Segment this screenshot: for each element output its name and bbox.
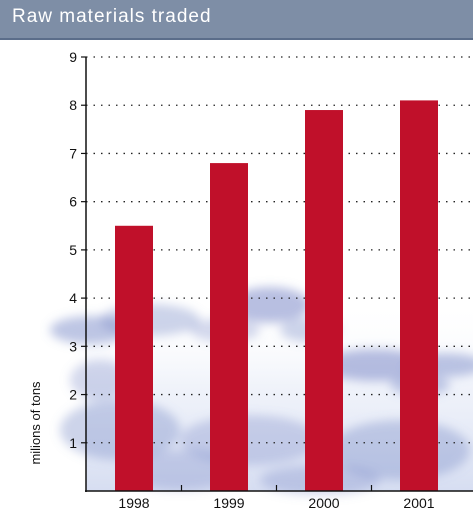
bars	[115, 100, 438, 492]
y-tick-label-2: 2	[69, 387, 77, 403]
y-tick-label-7: 7	[69, 145, 77, 161]
bar-1998	[115, 225, 153, 491]
axes	[81, 56, 473, 492]
y-tick-label-6: 6	[69, 194, 77, 210]
bar-1999	[210, 163, 248, 492]
title-underline	[0, 38, 473, 40]
x-tick-label-1998: 1998	[118, 495, 149, 511]
y-tick-label-4: 4	[69, 290, 77, 306]
y-axis-label: milions of tons	[28, 381, 43, 465]
chart-title-bar: Raw materials traded	[0, 0, 473, 38]
x-tick-label-1999: 1999	[213, 495, 244, 511]
texture-blob-3	[230, 287, 310, 323]
chart-title: Raw materials traded	[12, 6, 212, 27]
y-tick-label-8: 8	[69, 97, 77, 113]
x-tick-label-2001: 2001	[403, 495, 434, 511]
x-tick-label-2000: 2000	[308, 495, 339, 511]
y-tick-label-3: 3	[69, 338, 77, 354]
y-tick-label-5: 5	[69, 242, 77, 258]
y-tick-label-9: 9	[69, 49, 77, 65]
bar-2000	[305, 110, 343, 492]
y-tick-label-1: 1	[69, 435, 77, 451]
tick-labels: 1 2 3 4 5 6 7 8 9 1998 1999 2000 2001	[69, 49, 435, 511]
bar-2001	[400, 100, 438, 492]
